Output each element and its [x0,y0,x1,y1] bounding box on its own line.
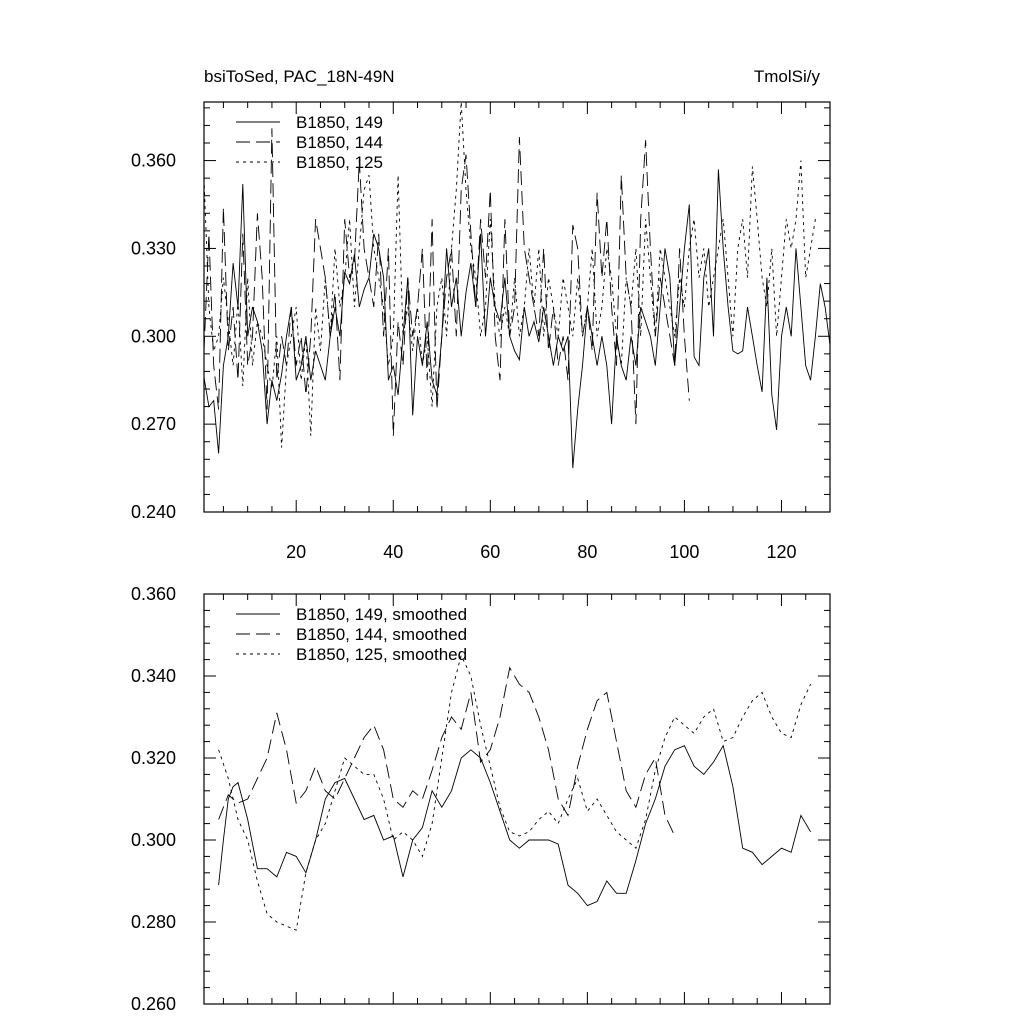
series-line-2 [204,128,690,436]
legend-label-2: B1850, 144, smoothed [296,625,467,644]
y-tick-label: 0.360 [131,151,176,171]
y-tick-label: 0.240 [131,502,176,522]
legend-label-1: B1850, 149 [296,113,383,132]
x-tick-label: 60 [480,542,500,562]
legend-label-3: B1850, 125 [296,153,383,172]
series-line-1 [204,169,830,469]
x-tick-label: 100 [669,542,699,562]
series-line-1 [218,744,811,907]
chart-title: bsiToSed, PAC_18N-49N [204,67,395,86]
y-tick-label: 0.360 [131,584,176,604]
legend-label-1: B1850, 149, smoothed [296,605,467,624]
units-label: TmolSi/y [754,67,821,86]
y-tick-label: 0.330 [131,238,176,258]
series-line-2 [218,666,676,837]
x-tick-label: 20 [286,542,306,562]
x-tick-label: 120 [766,542,796,562]
x-tick-label: 80 [577,542,597,562]
x-tick-label: 40 [383,542,403,562]
plot-frame [203,101,831,513]
y-tick-label: 0.270 [131,414,176,434]
y-tick-label: 0.260 [131,994,176,1014]
series-line-3 [218,654,812,931]
y-tick-label: 0.300 [131,830,176,850]
legend-label-3: B1850, 125, smoothed [296,645,467,664]
bottom-panel: 0.260 0.280 0.300 0.320 0.340 0.360 B1850, 149… [131,584,831,1014]
plot-frame [203,593,831,1005]
legend-label-2: B1850, 144 [296,133,383,152]
y-tick-label: 0.340 [131,666,176,686]
y-tick-label: 0.280 [131,912,176,932]
top-panel: 20 40 60 80 100 120 0.240 0.270 0.300 0.330 0.360 B… [131,101,831,562]
y-tick-label: 0.320 [131,748,176,768]
series-line-3 [204,102,816,448]
y-tick-label: 0.300 [131,326,176,346]
